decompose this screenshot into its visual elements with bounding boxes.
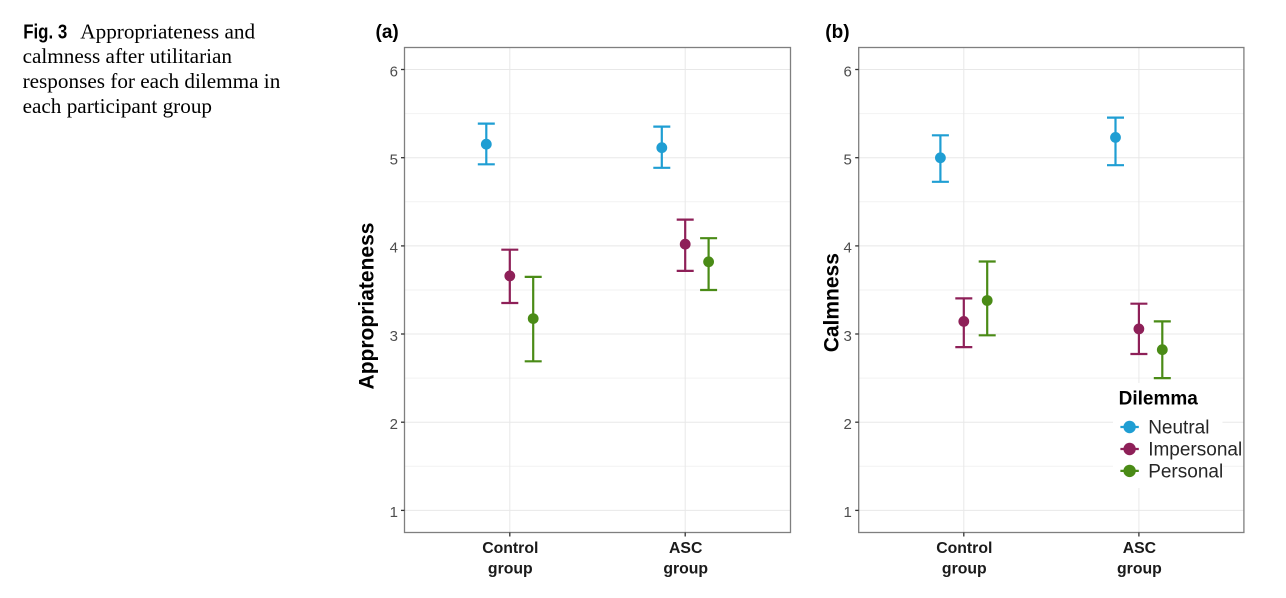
svg-text:group: group [942,561,987,578]
svg-text:each participant group: each participant group [23,94,212,118]
svg-text:4: 4 [843,240,851,257]
svg-text:responses for each dilemma in: responses for each dilemma in [23,69,281,93]
svg-text:ASC: ASC [1123,540,1156,557]
svg-text:5: 5 [843,152,851,169]
svg-text:Appropriateness and: Appropriateness and [80,19,255,43]
svg-text:Impersonal: Impersonal [1148,439,1242,460]
svg-text:Personal: Personal [1148,461,1223,482]
svg-text:Appropriateness: Appropriateness [356,223,379,390]
svg-text:group: group [488,561,533,578]
svg-text:1: 1 [843,504,851,521]
svg-text:Control: Control [482,540,538,557]
svg-text:1: 1 [390,504,398,521]
svg-text:(b): (b) [825,22,849,43]
svg-text:3: 3 [390,328,398,345]
svg-text:Dilemma: Dilemma [1119,389,1199,410]
svg-text:6: 6 [843,63,851,80]
svg-text:2: 2 [843,416,851,433]
svg-text:calmness after utilitarian: calmness after utilitarian [23,44,233,68]
svg-text:6: 6 [390,63,398,80]
svg-text:Fig. 3: Fig. 3 [23,21,67,43]
svg-text:5: 5 [390,152,398,169]
svg-text:group: group [1117,561,1162,578]
svg-text:4: 4 [390,240,398,257]
svg-text:ASC: ASC [669,540,702,557]
svg-text:(a): (a) [376,22,399,43]
svg-text:3: 3 [843,328,851,345]
svg-text:2: 2 [390,416,398,433]
svg-text:Calmness: Calmness [821,253,844,352]
svg-text:Control: Control [936,540,992,557]
svg-text:Neutral: Neutral [1148,418,1209,439]
svg-text:group: group [663,561,708,578]
